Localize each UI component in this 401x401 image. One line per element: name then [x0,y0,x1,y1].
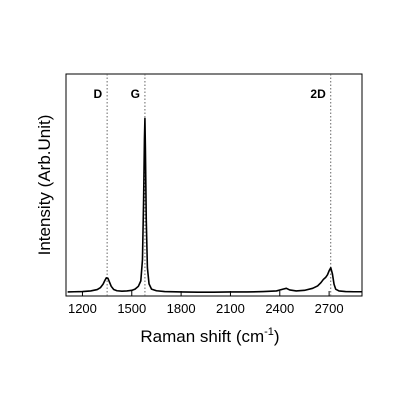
x-tick-label-2100: 2100 [216,301,245,316]
peak-label-g: G [131,87,140,101]
x-axis-title-superscript: -1 [264,326,274,338]
x-tick-label-2700: 2700 [315,301,344,316]
x-axis-tick-labels: 1200 1500 1800 2100 2400 2700 [68,301,344,316]
y-axis-title: Intensity (Arb.Unit) [35,115,54,256]
x-tick-label-2400: 2400 [265,301,294,316]
x-tick-label-1800: 1800 [167,301,196,316]
x-tick-label-1500: 1500 [117,301,146,316]
x-tick-label-1200: 1200 [68,301,97,316]
x-axis-title: Raman shift (cm-1) [140,326,279,346]
peak-marker-lines [106,74,332,296]
x-axis-ticks [81,291,330,296]
peak-label-2d: 2D [310,87,326,101]
peak-marker-labels: D G 2D [93,87,326,101]
peak-label-d: D [93,87,102,101]
spectrum-line [67,117,362,293]
plot-frame [65,73,363,297]
